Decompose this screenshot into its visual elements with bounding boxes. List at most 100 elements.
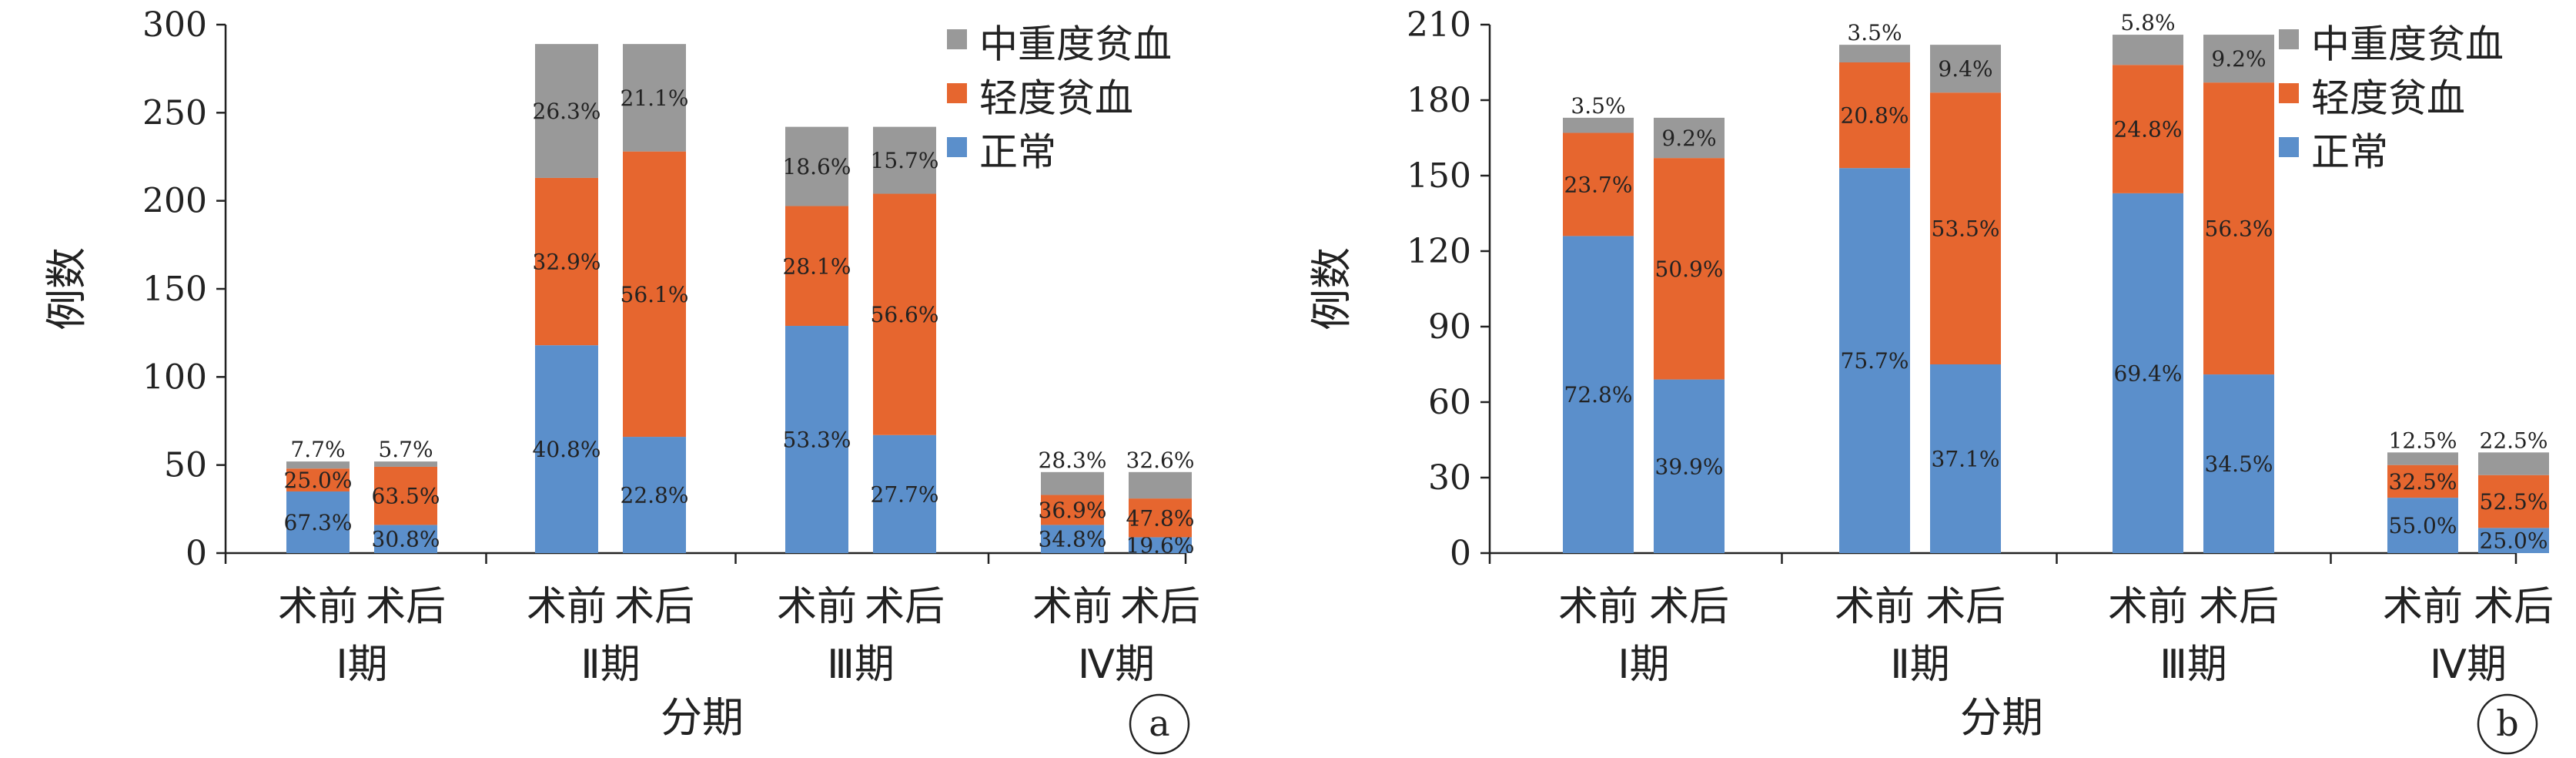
subcategory-label: 术前 <box>777 584 857 630</box>
data-label-severe: 32.6% <box>1126 448 1195 473</box>
data-label-mild: 32.5% <box>2389 469 2457 495</box>
group-label: Ⅰ期 <box>336 642 387 688</box>
subcategory-label: 术前 <box>278 584 358 630</box>
data-label-normal: 34.5% <box>2205 451 2273 477</box>
bar-segment-normal <box>1654 379 1725 553</box>
legend-swatch <box>947 83 967 103</box>
legend-entry: 轻度贫血 <box>2311 76 2465 121</box>
data-label-severe: 28.3% <box>1039 448 1107 473</box>
data-label-severe: 7.7% <box>290 437 345 462</box>
bar-segment-mild <box>1930 92 2001 364</box>
bar-segment-severe <box>1654 117 1725 159</box>
y-tick-label: 200 <box>142 182 207 221</box>
bar-segment-normal <box>873 434 936 553</box>
data-label-severe: 21.1% <box>621 86 689 111</box>
bar-segment-mild <box>1839 62 1910 169</box>
bar-segment-severe <box>1041 471 1104 495</box>
data-label-mild: 32.9% <box>533 250 601 275</box>
data-label-mild: 53.5% <box>1932 216 2000 242</box>
subcategory-label: 术后 <box>1120 584 1200 630</box>
data-label-severe: 12.5% <box>2389 428 2457 453</box>
legend-swatch <box>2279 137 2299 157</box>
panel-label-circle <box>2477 693 2538 755</box>
data-label-mild: 24.8% <box>2114 117 2183 143</box>
bar-segment-normal <box>535 345 598 553</box>
y-tick-label: 50 <box>164 446 207 485</box>
subcategory-label: 术后 <box>366 584 446 630</box>
y-tick-label: 150 <box>142 270 207 309</box>
bar-segment-severe <box>2113 35 2183 65</box>
group-label: Ⅳ期 <box>2430 642 2507 688</box>
bar-segment-severe <box>1930 45 2001 93</box>
group-label: Ⅲ期 <box>827 642 895 688</box>
panel-label: a <box>1149 703 1169 744</box>
bar-segment-severe <box>623 44 686 152</box>
legend-entry: 中重度贫血 <box>2311 22 2504 67</box>
bar-segment-mild <box>1129 498 1192 538</box>
y-tick-label: 0 <box>1450 534 1471 573</box>
y-tick-label: 250 <box>142 93 207 132</box>
bar-segment-normal <box>785 326 848 553</box>
bar-segment-normal <box>2387 498 2458 553</box>
bar-segment-mild <box>374 466 437 525</box>
data-label-severe: 15.7% <box>871 148 939 173</box>
subcategory-label: 术前 <box>2108 584 2188 630</box>
data-label-normal: 34.8% <box>1039 527 1107 552</box>
bar-segment-severe <box>1839 45 1910 62</box>
bar-segment-normal <box>623 437 686 553</box>
y-tick-label: 0 <box>186 534 207 573</box>
bar-segment-severe <box>535 44 598 178</box>
bar-segment-normal <box>286 491 350 553</box>
y-tick-label: 120 <box>1407 232 1471 271</box>
y-tick-label: 210 <box>1407 5 1471 45</box>
bar-segment-mild <box>535 177 598 346</box>
bar-segment-severe <box>873 126 936 194</box>
subcategory-label: 术前 <box>2383 584 2463 630</box>
data-label-mild: 23.7% <box>1564 172 1633 197</box>
bar-segment-mild <box>2478 475 2549 528</box>
chart-panel-b: 0 30 60 90 120 150 180 210 Ⅰ期 Ⅱ期 Ⅲ期 Ⅳ期 72.8% 23.7% 3.5… <box>1307 5 2554 755</box>
data-label-normal: 55.0% <box>2389 513 2457 538</box>
y-axis-title: 例数 <box>42 247 91 330</box>
subcategory-label: 术前 <box>1558 584 1638 630</box>
data-label-severe: 9.2% <box>1661 126 1716 151</box>
data-label-severe: 22.5% <box>2480 428 2548 453</box>
y-tick-label: 100 <box>142 357 207 397</box>
y-tick-label: 60 <box>1428 383 1471 422</box>
subcategory-label: 术后 <box>1925 584 2006 630</box>
subcategory-label: 术后 <box>2474 584 2554 630</box>
data-label-normal: 27.7% <box>871 481 939 507</box>
bar-segment-severe <box>286 461 350 469</box>
data-label-normal: 30.8% <box>372 527 440 552</box>
data-label-severe: 5.8% <box>2120 10 2175 35</box>
data-label-severe: 18.6% <box>783 154 851 179</box>
y-tick-label: 30 <box>1428 458 1471 498</box>
data-label-normal: 53.3% <box>783 428 851 453</box>
group-label: Ⅱ期 <box>580 642 641 688</box>
bar-segment-mild <box>623 151 686 438</box>
data-label-normal: 72.8% <box>1564 382 1633 408</box>
data-label-severe: 9.4% <box>1938 56 1992 82</box>
bar-segment-severe <box>374 461 437 467</box>
subcategory-label: 术前 <box>527 584 607 630</box>
bar-segment-severe <box>2203 35 2274 83</box>
legend-entry: 轻度贫血 <box>979 76 1133 121</box>
group-label: Ⅳ期 <box>1078 642 1155 688</box>
bar-segment-mild <box>2203 82 2274 375</box>
data-label-mild: 25.0% <box>284 468 353 493</box>
bar-segment-normal <box>1129 537 1192 553</box>
legend-swatch <box>2279 29 2299 49</box>
bar-segment-mild <box>1654 158 1725 380</box>
group-label: Ⅱ期 <box>1890 642 1950 688</box>
bar-segment-normal <box>2203 374 2274 553</box>
bar-segment-normal <box>374 525 437 553</box>
data-label-mild: 20.8% <box>1841 103 1909 129</box>
bar-segment-normal <box>2478 528 2549 553</box>
data-label-severe: 3.5% <box>1847 20 1902 45</box>
data-label-mild: 52.5% <box>2480 489 2548 515</box>
y-tick-label: 300 <box>142 5 207 45</box>
subcategory-label: 术后 <box>865 584 945 630</box>
data-label-mild: 28.1% <box>783 253 851 279</box>
bar-segment-severe <box>2387 452 2458 465</box>
